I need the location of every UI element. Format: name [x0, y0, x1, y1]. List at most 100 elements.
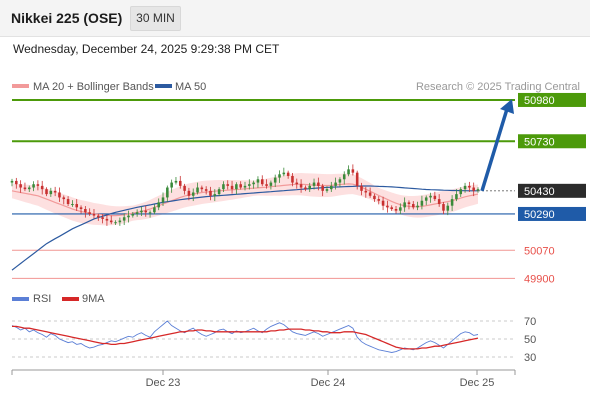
- candle-body: [308, 185, 312, 190]
- candle-body: [463, 185, 467, 190]
- candle-body: [84, 209, 87, 213]
- candle-body: [394, 209, 398, 211]
- candle-body: [170, 182, 173, 188]
- level-label-50290: 50290: [524, 209, 555, 221]
- candle-body: [222, 184, 225, 190]
- candle-body: [360, 185, 363, 191]
- candle-body: [122, 217, 126, 221]
- candle-body: [442, 204, 445, 211]
- instrument-title: Nikkei 225 (OSE): [11, 10, 123, 26]
- candle-body: [248, 184, 251, 186]
- level-tag-50730: [518, 134, 586, 149]
- candle-body: [312, 182, 316, 186]
- x-axis: Dec 23 Dec 24 Dec 25: [11, 369, 516, 389]
- rsi-legend-label: RSI: [33, 293, 51, 305]
- candle-body: [45, 189, 48, 195]
- candle-body: [135, 212, 139, 214]
- candle-body: [411, 204, 415, 208]
- candle-body: [49, 190, 53, 195]
- candle-body: [295, 182, 299, 185]
- candle-body: [342, 174, 346, 180]
- candle-body: [446, 205, 450, 211]
- candle-body: [174, 180, 178, 183]
- candle-body: [364, 190, 368, 193]
- forecast-arrow-head: [500, 98, 514, 114]
- candle-body: [317, 182, 320, 186]
- candle-body: [19, 184, 22, 188]
- candle-body: [10, 180, 14, 183]
- ma20-legend-swatch: [12, 84, 29, 88]
- candle-body: [450, 199, 454, 206]
- candle-body: [472, 187, 475, 191]
- x-tick-label: Dec 24: [311, 377, 346, 389]
- candle-body: [118, 220, 122, 223]
- candle-body: [204, 189, 208, 191]
- candle-body: [355, 172, 359, 186]
- candle-body: [386, 205, 389, 208]
- candle-body: [299, 184, 303, 188]
- candle-body: [191, 192, 195, 196]
- candle-body: [239, 184, 242, 188]
- candle-body: [459, 189, 463, 195]
- candle-body: [53, 190, 57, 193]
- candle-body: [161, 197, 165, 203]
- rsi-tick-30: 30: [524, 352, 536, 364]
- watermark: Research © 2025 Trading Central: [416, 81, 580, 93]
- candle-body: [88, 212, 91, 214]
- x-tick-label: Dec 25: [460, 377, 495, 389]
- rsi-tick-70: 70: [524, 316, 536, 328]
- candle-body: [429, 195, 432, 198]
- candle-body: [23, 187, 27, 190]
- candle-body: [381, 200, 385, 206]
- candle-body: [330, 185, 333, 190]
- timeframe-button[interactable]: 30 MIN: [130, 6, 181, 31]
- candle-body: [403, 202, 406, 208]
- candle-body: [196, 187, 199, 193]
- candle-body: [131, 213, 135, 216]
- candle-body: [79, 207, 83, 209]
- level-label-50980: 50980: [524, 95, 555, 107]
- candle-body: [351, 169, 355, 173]
- level-tag-50430: [518, 183, 586, 198]
- chart-datetime: Wednesday, December 24, 2025 9:29:38 PM …: [13, 42, 280, 56]
- candle-body: [75, 204, 79, 208]
- bollinger-band: [12, 173, 478, 226]
- candle-body: [36, 184, 40, 186]
- candle-body: [347, 169, 350, 175]
- candle-body: [455, 194, 458, 200]
- candle-body: [399, 207, 402, 211]
- candle-body: [265, 184, 268, 186]
- candle-body: [278, 174, 281, 178]
- rsi-series-rsi: [11, 320, 479, 353]
- candle-body: [32, 184, 35, 188]
- level-label-50070: 50070: [524, 245, 555, 257]
- candle-body: [209, 190, 212, 196]
- candle-body: [291, 175, 294, 183]
- candle-body: [377, 199, 381, 201]
- ma50-legend-label: MA 50: [175, 81, 206, 93]
- rsi-ma-legend-label: 9MA: [82, 293, 105, 305]
- level-label-50430: 50430: [524, 186, 555, 198]
- candle-body: [40, 185, 44, 190]
- candle-body: [127, 215, 130, 218]
- candle-body: [27, 187, 31, 190]
- candle-body: [71, 204, 74, 206]
- ma20-legend-label: MA 20 + Bollinger Bands: [33, 81, 154, 93]
- candle-body: [433, 195, 437, 200]
- candle-body: [109, 220, 113, 223]
- candle-body: [15, 180, 18, 185]
- candle-body: [282, 172, 286, 175]
- candle-body: [144, 210, 148, 213]
- candle-body: [97, 215, 100, 218]
- forecast-arrow-shaft: [480, 108, 509, 192]
- candle-body: [178, 180, 182, 186]
- candle-body: [166, 187, 169, 198]
- candle-body: [368, 192, 372, 196]
- rsi-series-9ma: [12, 325, 479, 350]
- candle-body: [407, 202, 411, 205]
- candle-body: [187, 190, 191, 196]
- candle-body: [304, 187, 307, 190]
- candle-body: [260, 179, 264, 185]
- candle-body: [58, 192, 61, 198]
